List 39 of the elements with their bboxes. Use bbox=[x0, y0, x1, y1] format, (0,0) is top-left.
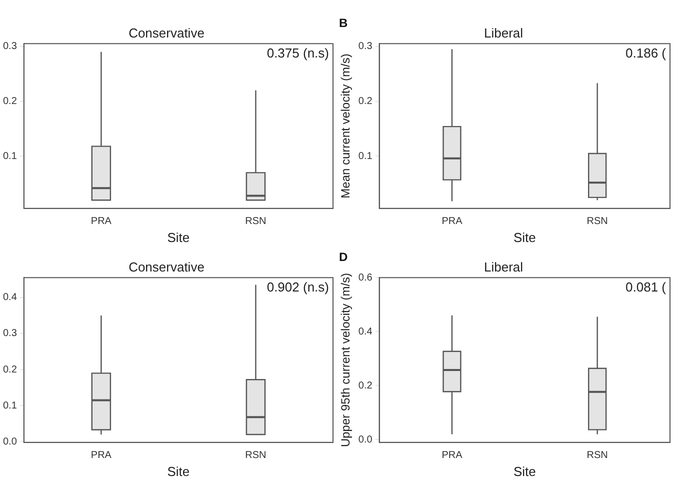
x-tick-label: RSN bbox=[586, 450, 608, 462]
x-tick-label: PRA bbox=[90, 450, 112, 462]
y-tick-label: 0.1 bbox=[358, 150, 373, 162]
chart-title: Liberal bbox=[484, 25, 524, 40]
chart-title: Conservative bbox=[128, 25, 204, 40]
y-tick-label: 0.2 bbox=[358, 380, 373, 392]
annotation: 0.375 (n.s) bbox=[266, 46, 329, 61]
y-tick-label: 0.4 bbox=[358, 326, 373, 338]
y-tick-label: 0.2 bbox=[2, 96, 18, 108]
y-tick-label: 0.0 bbox=[358, 434, 373, 446]
x-axis-title: Site bbox=[167, 464, 190, 479]
y-tick-label: 0.2 bbox=[358, 96, 373, 108]
y-tick-label: 0.3 bbox=[2, 41, 18, 52]
y-tick-label: 0.4 bbox=[2, 292, 18, 304]
annotation: 0.081 ( bbox=[626, 280, 667, 295]
chart-title: Liberal bbox=[484, 259, 524, 274]
x-tick-label: RSN bbox=[586, 216, 608, 228]
y-axis-title: Mean current velocity (m/s) bbox=[338, 54, 353, 198]
y-tick-label: 0.6 bbox=[358, 272, 373, 284]
annotation: 0.902 (n.s) bbox=[266, 280, 329, 295]
x-axis-title: Site bbox=[513, 464, 536, 479]
x-tick-label: PRA bbox=[442, 450, 463, 462]
text: D bbox=[339, 250, 348, 264]
x-tick-label: PRA bbox=[442, 216, 463, 228]
x-tick-label: RSN bbox=[245, 450, 266, 462]
x-axis-title: Site bbox=[513, 230, 536, 245]
x-tick-label: RSN bbox=[245, 216, 266, 228]
y-tick-label: 0.3 bbox=[2, 328, 18, 340]
x-axis-title: Site bbox=[167, 230, 190, 245]
annotation: 0.186 ( bbox=[626, 46, 667, 61]
y-tick-label: 0.0 bbox=[2, 436, 18, 448]
y-tick-label: 0.1 bbox=[2, 400, 18, 412]
x-tick-label: PRA bbox=[90, 216, 112, 228]
y-axis-title: Upper 95th current velocity (m/s) bbox=[338, 272, 353, 448]
chart-title: Conservative bbox=[128, 259, 204, 274]
y-tick-label: 0.3 bbox=[358, 41, 373, 52]
y-tick-label: 0.2 bbox=[2, 364, 18, 376]
text: B bbox=[339, 16, 348, 30]
y-tick-label: 0.1 bbox=[2, 150, 18, 162]
